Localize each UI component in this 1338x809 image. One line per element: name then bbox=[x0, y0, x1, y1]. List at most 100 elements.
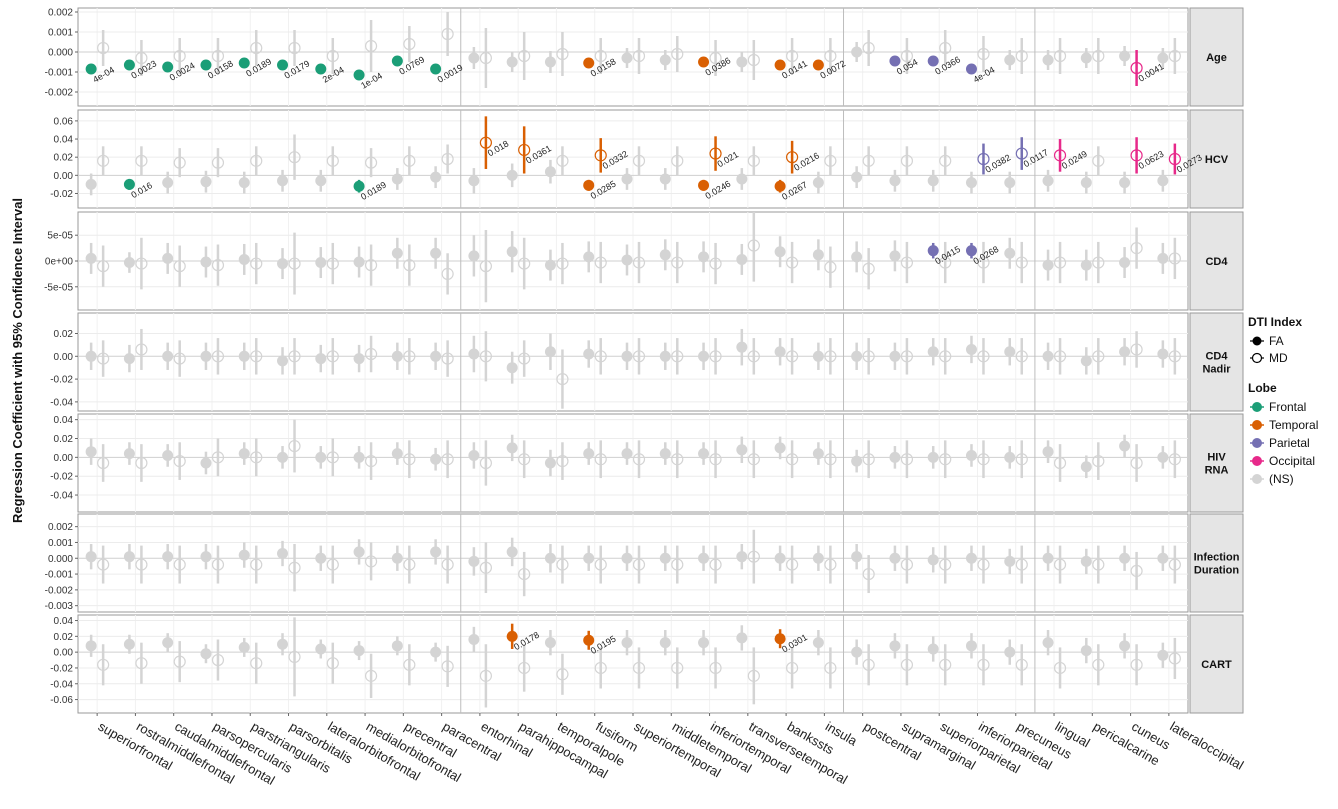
panel-strip-label: HCV bbox=[1205, 154, 1229, 166]
md-estimate-point bbox=[326, 257, 339, 270]
md-estimate-point bbox=[556, 47, 569, 61]
fa-estimate-point bbox=[238, 253, 250, 265]
md-estimate-point bbox=[709, 453, 722, 466]
md-estimate-point bbox=[824, 453, 837, 466]
y-tick-label: 0.000 bbox=[48, 48, 73, 59]
md-estimate-point bbox=[250, 257, 263, 270]
fa-estimate-point bbox=[238, 549, 250, 561]
md-estimate-point bbox=[326, 451, 339, 464]
legend-lobe-swatch bbox=[1252, 456, 1262, 466]
fa-estimate-point bbox=[468, 634, 480, 645]
md-estimate-point bbox=[671, 350, 684, 363]
fa-estimate-point bbox=[812, 249, 824, 261]
md-estimate-point bbox=[441, 660, 454, 673]
fa-estimate-point bbox=[468, 449, 480, 461]
md-estimate-point bbox=[211, 350, 225, 363]
fa-estimate-point bbox=[927, 55, 939, 67]
legend-lobe-swatch bbox=[1252, 402, 1262, 412]
fa-estimate-point bbox=[736, 173, 748, 185]
md-estimate-point bbox=[786, 350, 799, 363]
fa-estimate-point bbox=[123, 178, 135, 190]
md-estimate-point bbox=[824, 350, 837, 363]
md-estimate-point bbox=[1168, 652, 1181, 665]
fa-estimate-point bbox=[315, 353, 327, 365]
md-estimate-point bbox=[977, 47, 990, 61]
md-estimate-point bbox=[709, 558, 722, 571]
md-estimate-point bbox=[900, 453, 914, 466]
md-estimate-point bbox=[1015, 658, 1028, 671]
md-estimate-point bbox=[594, 149, 607, 162]
fa-estimate-point bbox=[162, 449, 174, 461]
md-estimate-point bbox=[364, 555, 378, 568]
md-estimate-point bbox=[518, 49, 531, 63]
fa-estimate-point bbox=[506, 169, 518, 181]
md-estimate-point bbox=[900, 49, 914, 63]
fa-estimate-point bbox=[430, 646, 442, 658]
md-estimate-point bbox=[747, 669, 760, 682]
md-estimate-point bbox=[173, 455, 186, 468]
md-estimate-point bbox=[1168, 49, 1181, 63]
fa-estimate-point bbox=[353, 546, 365, 558]
fa-estimate-point bbox=[162, 177, 174, 189]
fa-estimate-point bbox=[1042, 446, 1054, 458]
fa-estimate-point bbox=[1157, 552, 1169, 564]
y-tick-label: 0.02 bbox=[54, 632, 74, 643]
md-estimate-point bbox=[632, 558, 646, 571]
legend-dti-label: MD bbox=[1269, 351, 1288, 365]
y-tick-label: 0.02 bbox=[54, 153, 74, 164]
md-estimate-point bbox=[1092, 558, 1105, 571]
md-estimate-point bbox=[939, 154, 952, 167]
fa-estimate-point bbox=[544, 637, 556, 649]
md-estimate-point bbox=[632, 49, 646, 63]
md-estimate-point bbox=[211, 451, 225, 464]
fa-estimate-point bbox=[583, 179, 595, 191]
fa-estimate-point bbox=[391, 55, 403, 67]
md-estimate-point bbox=[135, 343, 148, 356]
md-estimate-point bbox=[97, 658, 110, 671]
fa-estimate-point bbox=[238, 350, 250, 362]
fa-estimate-point bbox=[200, 648, 212, 660]
fa-estimate-point bbox=[1157, 649, 1169, 661]
md-estimate-point bbox=[632, 453, 646, 466]
fa-estimate-point bbox=[85, 63, 97, 75]
legend-lobe-title: Lobe bbox=[1248, 381, 1277, 395]
fa-estimate-point bbox=[736, 341, 748, 353]
fa-estimate-point bbox=[812, 552, 824, 564]
fa-estimate-point bbox=[583, 552, 595, 564]
legend-lobe-label: Occipital bbox=[1269, 454, 1315, 468]
md-estimate-point bbox=[173, 156, 186, 169]
fa-estimate-point bbox=[1119, 346, 1131, 358]
fa-estimate-point bbox=[1042, 350, 1054, 362]
md-estimate-point bbox=[97, 41, 110, 55]
md-estimate-point bbox=[173, 260, 186, 273]
fa-estimate-point bbox=[583, 251, 595, 263]
fa-estimate-point bbox=[889, 640, 901, 652]
fa-estimate-point bbox=[1042, 175, 1054, 187]
md-estimate-point bbox=[1168, 453, 1181, 466]
y-tick-label: 0.002 bbox=[48, 522, 73, 533]
fa-estimate-point bbox=[200, 59, 212, 71]
fa-estimate-point bbox=[162, 551, 174, 563]
fa-estimate-point bbox=[889, 55, 901, 67]
md-estimate-point bbox=[1053, 256, 1067, 269]
fa-estimate-point bbox=[506, 56, 518, 68]
md-estimate-point bbox=[900, 658, 914, 671]
fa-estimate-point bbox=[812, 637, 824, 649]
md-estimate-point bbox=[250, 41, 263, 55]
md-estimate-point bbox=[900, 256, 914, 269]
md-estimate-point bbox=[518, 257, 531, 270]
md-estimate-point bbox=[786, 558, 799, 571]
fa-estimate-point bbox=[927, 554, 939, 566]
fa-estimate-point bbox=[430, 453, 442, 465]
fa-estimate-point bbox=[162, 61, 174, 73]
md-estimate-point bbox=[939, 350, 952, 363]
md-estimate-point bbox=[594, 661, 607, 675]
fa-estimate-point bbox=[927, 346, 939, 358]
fa-estimate-point bbox=[812, 448, 824, 460]
fa-estimate-point bbox=[659, 249, 671, 261]
y-tick-label: 0.04 bbox=[54, 415, 74, 426]
md-estimate-point bbox=[173, 655, 186, 668]
fa-estimate-point bbox=[736, 551, 748, 563]
fa-estimate-point bbox=[468, 52, 480, 64]
